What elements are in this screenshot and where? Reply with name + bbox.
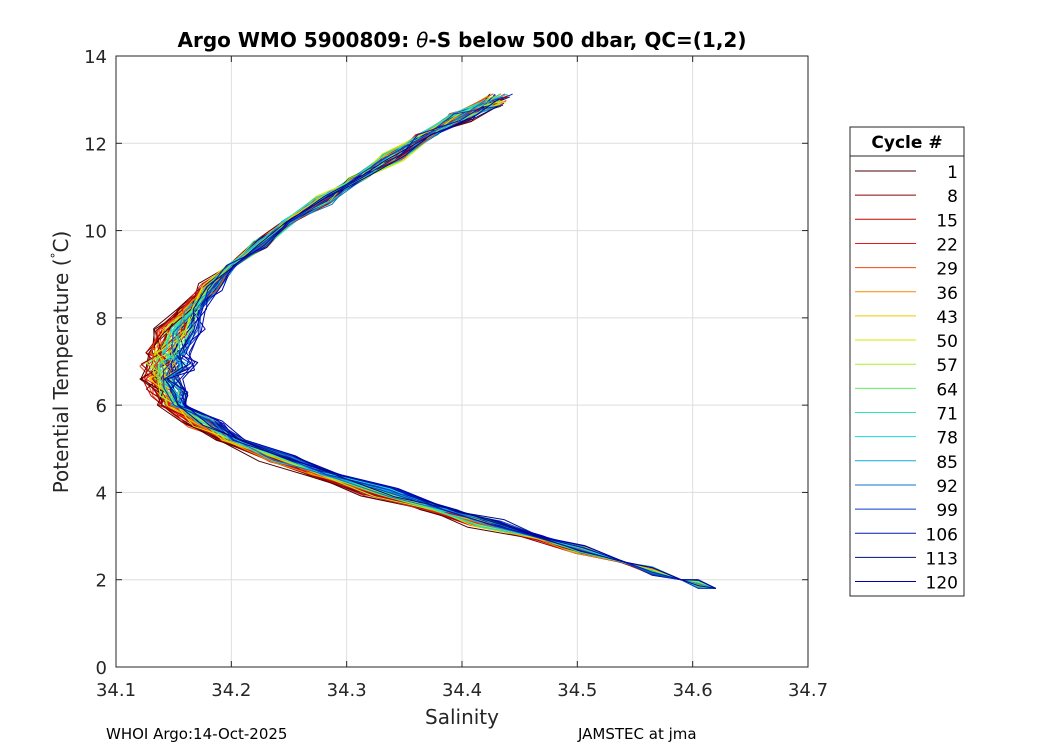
legend-label-99: 99	[936, 501, 958, 521]
y-tick-label: 8	[96, 309, 107, 330]
profile-cycle-64	[157, 99, 716, 589]
profile-cycle-22	[148, 96, 716, 589]
y-tick-label: 14	[84, 47, 107, 68]
legend-label-92: 92	[936, 477, 958, 497]
x-tick-label: 34.2	[211, 680, 251, 701]
profile-cycle-85	[160, 105, 716, 589]
legend-label-78: 78	[936, 429, 958, 449]
y-tick-label: 2	[96, 571, 107, 592]
profile-cycle-50	[151, 105, 716, 589]
legend-label-22: 22	[936, 235, 958, 255]
footer-right: JAMSTEC at jma	[578, 725, 697, 743]
y-tick-label: 4	[96, 483, 107, 504]
x-tick-label: 34.3	[327, 680, 367, 701]
profile-lines	[139, 93, 716, 589]
grid-lines	[115, 55, 809, 668]
legend-label-85: 85	[936, 453, 958, 473]
legend-label-64: 64	[936, 380, 958, 400]
profile-cycle-1	[141, 105, 716, 589]
profile-cycle-85	[155, 96, 716, 589]
legend-label-36: 36	[936, 284, 958, 304]
profile-cycle-36	[153, 104, 716, 589]
profile-cycle-22	[149, 93, 716, 589]
legend-label-8: 8	[947, 187, 958, 207]
y-axis-ticks: 0 2 4 6 8 10 12 14	[84, 47, 808, 679]
profile-cycle-43	[150, 101, 716, 589]
profile-cycle-1	[140, 105, 716, 589]
x-axis-label: Salinity	[425, 705, 499, 729]
profile-cycle-120	[166, 98, 716, 589]
profile-cycle-57	[154, 105, 716, 589]
legend-label-29: 29	[936, 260, 958, 280]
profile-cycle-1	[151, 96, 716, 589]
y-tick-label: 10	[84, 222, 107, 243]
profile-cycle-106	[169, 105, 716, 589]
x-tick-label: 34.1	[96, 680, 136, 701]
profile-cycle-8	[150, 103, 716, 589]
profile-cycle-50	[156, 100, 716, 589]
profile-cycle-15	[144, 103, 716, 589]
x-tick-label: 34.6	[673, 680, 713, 701]
profile-cycle-78	[150, 93, 716, 589]
profile-cycle-78	[164, 99, 716, 589]
y-tick-label: 6	[96, 396, 107, 417]
x-tick-label: 34.4	[442, 680, 482, 701]
profile-cycle-15	[142, 102, 716, 589]
legend-label-15: 15	[936, 211, 958, 231]
legend-label-120: 120	[926, 574, 958, 594]
profile-cycle-71	[154, 96, 716, 589]
profile-cycle-22	[154, 103, 716, 589]
y-tick-label: 0	[96, 658, 107, 679]
y-axis-label: Potential Temperature (°C)	[49, 231, 73, 494]
profile-cycle-92	[156, 100, 716, 589]
profile-cycle-1	[139, 104, 716, 589]
legend-box	[849, 126, 965, 597]
profile-cycle-71	[153, 103, 716, 589]
legend-label-71: 71	[936, 405, 958, 425]
legend-items: 1 8 15 22 29 36 43 50 57 64 71 78 85 92 99 106 113 120	[855, 163, 958, 594]
legend-label-106: 106	[926, 525, 958, 545]
legend-label-43: 43	[936, 308, 958, 328]
profile-cycle-29	[148, 96, 716, 589]
profile-cycle-8	[140, 99, 716, 589]
profile-cycle-50	[154, 102, 716, 589]
profile-cycle-78	[158, 105, 716, 589]
x-tick-label: 34.5	[557, 680, 597, 701]
profile-cycle-43	[155, 101, 716, 589]
legend-label-50: 50	[936, 332, 958, 352]
profile-cycle-50	[151, 104, 716, 589]
profile-cycle-92	[172, 99, 716, 589]
y-tick-label: 12	[84, 134, 107, 155]
legend: Cycle # 18152229364350576471788592991061…	[849, 126, 965, 597]
x-tick-label: 34.7	[788, 680, 828, 701]
profile-cycle-113	[164, 105, 716, 589]
legend-label-57: 57	[936, 356, 958, 376]
profile-cycle-99	[163, 104, 716, 589]
profile-cycle-43	[148, 94, 716, 589]
legend-label-113: 113	[926, 549, 958, 569]
legend-label-1: 1	[947, 163, 958, 183]
profile-cycle-64	[148, 102, 716, 589]
profile-cycle-29	[139, 93, 716, 589]
profile-cycle-43	[149, 100, 716, 589]
chart-title: Argo WMO 5900809: θ-S below 500 dbar, QC…	[178, 28, 747, 52]
profile-cycle-29	[150, 103, 716, 589]
x-axis-ticks: 34.1 34.2 34.3 34.4 34.5 34.6 34.7	[96, 56, 828, 701]
legend-title: Cycle #	[871, 133, 942, 153]
profile-cycle-71	[159, 103, 716, 589]
profile-cycle-57	[159, 103, 716, 589]
footer-left: WHOI Argo:14-Oct-2025	[106, 725, 288, 743]
